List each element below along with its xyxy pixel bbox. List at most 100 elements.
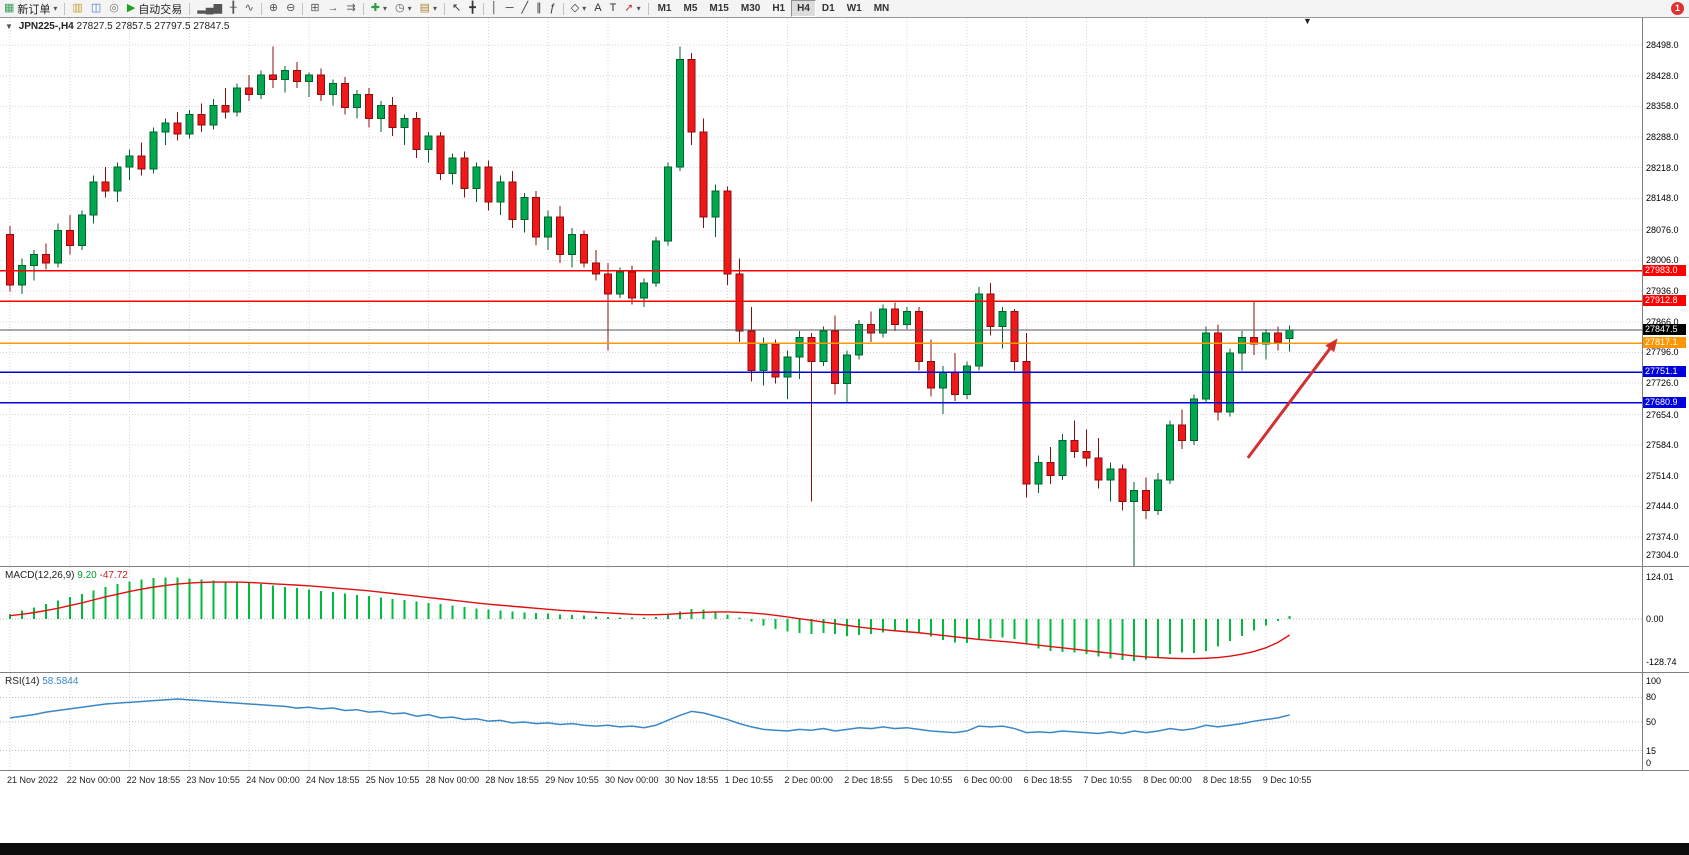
rsi-axis-tick: 100 [1646,676,1662,686]
toolbar-separator [362,2,364,15]
chevron-down-icon: ▾ [407,4,412,13]
time-axis-label: 29 Nov 10:55 [545,775,599,785]
symbol-period-label: JPN225-,H4 [18,21,74,32]
time-axis-label: 2 Dec 18:55 [844,775,893,785]
rsi-chart[interactable] [0,673,1642,770]
shapes-icon: ◇ [570,2,580,14]
text-button[interactable]: A [590,1,605,16]
navigator-button[interactable]: ◎ [105,1,123,16]
macd-signal-value: -47.72 [99,570,128,581]
toolbar-items: ▦ 新订单 ▾ ▥ ◫ ◎ ▶ 自动交易 ▂▄▆ ╂ ∿ ⊕ ⊖ ⊞ → ⇉ ✚ ▾ ◷ ▾ ▤ ▾ ↖ ╋ │ ─ ╱ ∥ ƒ ◇ ▾ A T… [0,1,652,16]
price-tick: 27374.0 [1646,532,1679,543]
time-axis-label: 30 Nov 18:55 [664,775,719,785]
time-axis-label: 28 Nov 18:55 [485,775,539,785]
chart-shift-icon: ⇉ [346,2,356,14]
price-tick: 27936.0 [1646,286,1679,297]
candlestick-chart[interactable] [0,18,1642,566]
chart-title: ▼ JPN225-,H4 27827.5 27857.5 27797.5 278… [5,21,229,32]
arrows-icon: ➚ [624,2,634,14]
notification-badge[interactable]: 1 [1671,2,1684,15]
toolbar-separator [562,2,564,15]
timeframe-m30-button[interactable]: M30 [740,3,761,14]
macd-name: MACD(12,26,9) [5,570,75,581]
line-chart-button[interactable]: ∿ [241,1,258,16]
indicators-button[interactable]: ✚ ▾ [367,1,391,16]
time-axis-label: 28 Nov 00:00 [425,775,480,785]
time-axis-label: 5 Dec 10:55 [904,775,953,785]
fibonacci-button[interactable]: ƒ [546,1,560,16]
fibonacci-icon: ƒ [549,2,556,14]
toolbar-separator [482,2,484,15]
price-tick: 28358.0 [1646,101,1679,112]
vertical-line-button[interactable]: │ [487,1,502,16]
time-axis[interactable]: 21 Nov 2022 22 Nov 00:00 22 Nov 18:55 23 No… [0,770,1689,792]
timeframe-d1-button[interactable]: D1 [821,3,835,14]
timeframe-h1-button[interactable]: H1 [772,3,786,14]
crosshair-button[interactable]: ╋ [465,1,480,16]
templates-button[interactable]: ▤ ▾ [416,1,441,16]
price-tick: 27726.0 [1646,378,1679,389]
bar-chart-icon: ▂▄▆ [197,2,223,14]
horizontal-line-button[interactable]: ─ [502,1,518,16]
horizontal-line-icon: ─ [505,2,514,14]
toolbar-separator [302,2,304,15]
time-axis-label: 21 Nov 2022 [7,775,59,785]
current-price-badge: 27847.5 [1643,323,1686,335]
cursor-button[interactable]: ↖ [448,1,465,16]
timeframe-h4-button[interactable]: H4 [791,0,816,17]
timeframe-mn-button[interactable]: MN [873,3,890,14]
price-axis[interactable]: 28498.0 28428.0 28358.0 28288.0 28218.0 28148… [1642,18,1689,566]
hline-objects-layer[interactable] [0,269,1642,404]
timeframe-m15-button[interactable]: M15 [709,3,729,14]
time-axis-label: 9 Dec 10:55 [1262,775,1312,785]
arrows-button[interactable]: ➚ ▾ [620,1,644,16]
navigator-icon: ◎ [109,2,119,14]
trendline-icon: ╱ [521,2,529,14]
arrow-object[interactable] [1246,338,1338,459]
label-button[interactable]: T [606,1,621,16]
close-value: 27847.5 [193,21,230,32]
chevron-down-icon: ▾ [433,4,438,13]
macd-main-value: 9.20 [77,570,97,581]
data-window-button[interactable]: ◫ [87,1,105,16]
rsi-axis-tick: 0 [1646,758,1652,768]
low-value: 27797.5 [154,21,191,32]
timeframe-m5-button[interactable]: M5 [683,3,698,14]
auto-scroll-button[interactable]: → [324,1,343,16]
periods-button[interactable]: ◷ ▾ [391,1,416,16]
chart-shift-marker[interactable]: ▼ [1303,16,1312,26]
trendline-button[interactable]: ╱ [518,1,533,16]
level-price-badge: 27680.9 [1643,396,1686,408]
timeframe-w1-button[interactable]: W1 [846,3,862,14]
candlestick-button[interactable]: ╂ [226,1,241,16]
macd-histogram [9,577,1291,661]
market-watch-button[interactable]: ▥ [68,1,86,16]
timeframe-m1-button[interactable]: M1 [657,3,672,14]
templates-icon: ▤ [419,2,431,14]
zoom-in-icon: ⊕ [268,2,279,14]
rsi-axis[interactable]: 100 80 50 15 0 [1642,673,1689,770]
rsi-panel: RSI(14) 58.5844 100 80 50 15 0 [0,672,1689,770]
level-price-badge: 27817.1 [1643,337,1686,349]
price-tick: 28288.0 [1646,132,1679,143]
tile-windows-button[interactable]: ⊞ [306,1,323,16]
macd-panel: MACD(12,26,9) 9.20 -47.72 124.01 0.00 -128… [0,566,1689,672]
macd-signal-line [9,581,1291,660]
rsi-title: RSI(14) 58.5844 [5,676,78,687]
zoom-out-button[interactable]: ⊖ [282,1,299,16]
new-order-button[interactable]: ▦ 新订单 ▾ [0,1,61,16]
bar-chart-button[interactable]: ▂▄▆ [193,1,226,16]
macd-chart[interactable] [0,567,1642,672]
time-axis-label: 1 Dec 10:55 [724,775,774,785]
chart-shift-button[interactable]: ⇉ [343,1,360,16]
auto-scroll-icon: → [327,2,339,14]
auto-trading-button[interactable]: ▶ 自动交易 [123,1,186,16]
level-price-badge: 27983.0 [1643,264,1686,276]
zoom-in-button[interactable]: ⊕ [265,1,282,16]
vertical-line-icon: │ [490,2,498,14]
shapes-button[interactable]: ◇ ▾ [567,1,590,16]
one-click-trading-toggle[interactable]: ▼ [5,22,13,31]
macd-axis[interactable]: 124.01 0.00 -128.74 [1642,567,1689,672]
time-axis-label: 2 Dec 00:00 [784,775,833,785]
channel-button[interactable]: ∥ [532,1,546,16]
